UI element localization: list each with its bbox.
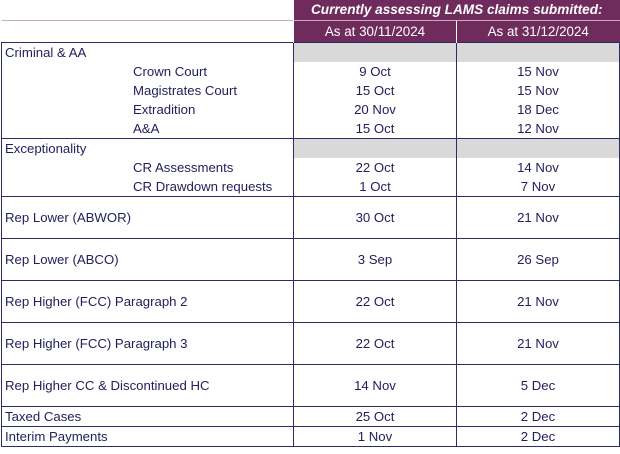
row-label: Rep Higher (FCC) Paragraph 2: [1, 280, 294, 323]
value-31-12: 21 Nov: [456, 280, 620, 323]
row-label: CR Assessments: [1, 158, 294, 177]
value-30-11: 1 Nov: [293, 426, 457, 447]
table-row: Magistrates Court 15 Oct 15 Nov: [1, 81, 620, 100]
table-row: Taxed Cases 25 Oct 2 Dec: [1, 406, 620, 427]
table-row: Interim Payments 1 Nov 2 Dec: [1, 426, 620, 447]
section-grey-cell: [293, 138, 457, 158]
value-30-11: 25 Oct: [293, 406, 457, 427]
row-label: A&A: [1, 119, 294, 139]
table-row: Rep Higher (FCC) Paragraph 2 22 Oct 21 N…: [1, 280, 620, 323]
section-grey-cell: [293, 42, 457, 62]
row-label: Rep Higher CC & Discontinued HC: [1, 364, 294, 407]
row-label: Interim Payments: [1, 426, 294, 447]
value-31-12: 2 Dec: [456, 426, 620, 447]
row-label: Magistrates Court: [1, 81, 294, 100]
value-30-11: 20 Nov: [293, 100, 457, 119]
row-label: Crown Court: [1, 62, 294, 81]
table-row: CR Drawdown requests 1 Oct 7 Nov: [1, 177, 620, 197]
table-row: A&A 15 Oct 12 Nov: [1, 119, 620, 139]
value-30-11: 9 Oct: [293, 62, 457, 81]
value-31-12: 15 Nov: [456, 62, 620, 81]
table-row: Rep Higher (FCC) Paragraph 3 22 Oct 21 N…: [1, 322, 620, 365]
value-30-11: 22 Oct: [293, 280, 457, 323]
row-label: Rep Lower (ABWOR): [1, 196, 294, 239]
header-blank-cell: [1, 20, 294, 43]
value-30-11: 14 Nov: [293, 364, 457, 407]
value-30-11: 30 Oct: [293, 196, 457, 239]
header-row-dates: As at 30/11/2024 As at 31/12/2024: [1, 20, 620, 43]
section-label: Exceptionality: [1, 138, 294, 158]
table-row: Extradition 20 Nov 18 Dec: [1, 100, 620, 119]
table-row: Crown Court 9 Oct 15 Nov: [1, 62, 620, 81]
value-31-12: 18 Dec: [456, 100, 620, 119]
row-label: Rep Higher (FCC) Paragraph 3: [1, 322, 294, 365]
table-row: CR Assessments 22 Oct 14 Nov: [1, 158, 620, 177]
value-30-11: 15 Oct: [293, 81, 457, 100]
section-grey-cell: [456, 42, 620, 62]
header-col-31-12-2024: As at 31/12/2024: [456, 20, 620, 43]
section-row-exceptionality: Exceptionality: [1, 138, 620, 158]
section-row-criminal-aa: Criminal & AA: [1, 42, 620, 62]
value-31-12: 26 Sep: [456, 238, 620, 281]
header-col-30-11-2024: As at 30/11/2024: [293, 20, 457, 43]
value-31-12: 15 Nov: [456, 81, 620, 100]
header-row-title: Currently assessing LAMS claims submitte…: [1, 0, 620, 21]
header-title: Currently assessing LAMS claims submitte…: [293, 0, 620, 21]
section-grey-cell: [456, 138, 620, 158]
value-31-12: 5 Dec: [456, 364, 620, 407]
value-31-12: 14 Nov: [456, 158, 620, 177]
value-30-11: 22 Oct: [293, 158, 457, 177]
row-label: Taxed Cases: [1, 406, 294, 427]
table-row: Rep Higher CC & Discontinued HC 14 Nov 5…: [1, 364, 620, 407]
value-31-12: 2 Dec: [456, 406, 620, 427]
section-label: Criminal & AA: [1, 42, 294, 62]
table-row: Rep Lower (ABWOR) 30 Oct 21 Nov: [1, 196, 620, 239]
value-30-11: 15 Oct: [293, 119, 457, 139]
table-row: Rep Lower (ABCO) 3 Sep 26 Sep: [1, 238, 620, 281]
value-31-12: 12 Nov: [456, 119, 620, 139]
value-30-11: 1 Oct: [293, 177, 457, 197]
header-blank-cell: [1, 0, 294, 21]
value-30-11: 22 Oct: [293, 322, 457, 365]
row-label: Rep Lower (ABCO): [1, 238, 294, 281]
value-31-12: 7 Nov: [456, 177, 620, 197]
row-label: Extradition: [1, 100, 294, 119]
value-31-12: 21 Nov: [456, 322, 620, 365]
value-30-11: 3 Sep: [293, 238, 457, 281]
value-31-12: 21 Nov: [456, 196, 620, 239]
row-label: CR Drawdown requests: [1, 177, 294, 197]
